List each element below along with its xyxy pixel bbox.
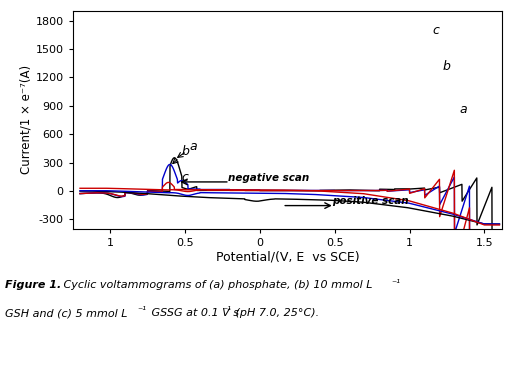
Text: negative scan: negative scan [228,173,310,183]
Text: ⁻¹: ⁻¹ [391,279,400,289]
Text: ⁻¹: ⁻¹ [223,306,232,316]
Text: GSSG at 0.1 V s: GSSG at 0.1 V s [148,308,239,318]
Y-axis label: Current/1 × e⁻⁷(A): Current/1 × e⁻⁷(A) [20,65,33,175]
Text: GSH and (c) 5 mmol L: GSH and (c) 5 mmol L [5,308,127,318]
Text: positive scan: positive scan [332,196,408,206]
Text: Cyclic voltammograms of (a) phosphate, (b) 10 mmol L: Cyclic voltammograms of (a) phosphate, (… [60,280,372,290]
Text: a: a [459,103,467,116]
Text: c: c [432,24,439,37]
Text: ⁻¹: ⁻¹ [137,306,146,316]
Text: Figure 1.: Figure 1. [5,280,62,290]
Text: a: a [178,140,197,158]
Text: b: b [442,60,451,73]
Text: c: c [181,171,188,184]
Text: (pH 7.0, 25°C).: (pH 7.0, 25°C). [232,308,319,318]
X-axis label: Potential/(V, E  vs SCE): Potential/(V, E vs SCE) [215,251,359,263]
Text: b: b [173,145,190,163]
